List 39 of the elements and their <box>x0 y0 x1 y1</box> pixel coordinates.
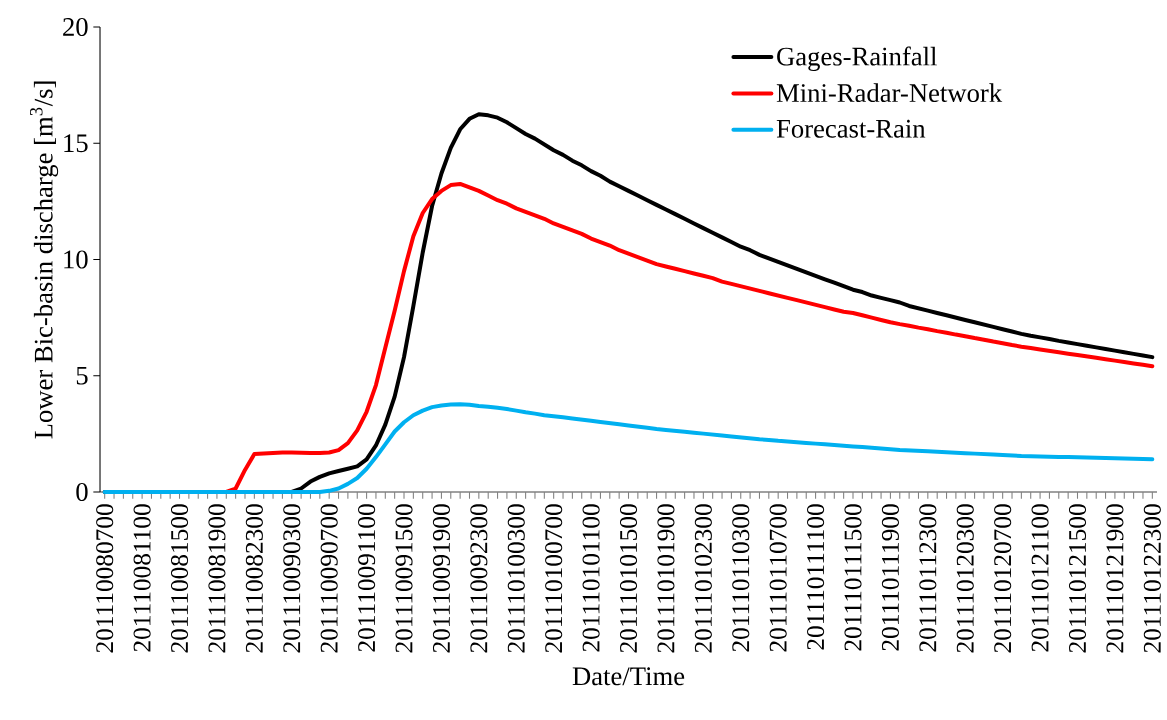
x-tick-label: 201110080700 <box>96 504 114 653</box>
x-tick-label: 201110081900 <box>208 504 226 653</box>
x-tick-label: 201110122300 <box>1143 504 1161 653</box>
x-tick-label: 201110091500 <box>395 504 413 653</box>
x-tick-label: 201110121900 <box>1106 504 1124 653</box>
legend-label: Gages-Rainfall <box>777 46 937 72</box>
x-tick-label: 201110111500 <box>844 504 862 651</box>
x-tick-label: 201110101500 <box>619 504 638 653</box>
legend-label: Forecast-Rain <box>776 119 926 138</box>
y-axis-title: Lower Bic-basin discharge [m$^{3}$/s] <box>30 81 59 439</box>
x-axis-title: Date/Time <box>572 667 685 686</box>
x-tick-label: 201110101100 <box>582 504 600 652</box>
legend-label: Mini-Radar-Network <box>776 83 1003 103</box>
x-tick-label: 201110110700 <box>769 504 787 652</box>
x-tick-label: 201110120300 <box>956 504 974 653</box>
x-tick-label: 201110081100 <box>133 504 151 652</box>
y-tick-label: 5 <box>76 366 88 385</box>
x-tick-label: 201110111900 <box>881 504 899 651</box>
x-tick-label: 201110120700 <box>994 504 1012 653</box>
x-tick-label: 201110082300 <box>245 504 263 653</box>
x-tick-label: 201110101900 <box>657 504 675 653</box>
x-tick-label: 201110091100 <box>358 504 376 652</box>
x-tick-label: 201110110300 <box>732 504 750 652</box>
x-tick-label: 201110121100 <box>1031 504 1049 652</box>
x-tick-label: 201110121500 <box>1068 504 1087 653</box>
x-tick-label: 201110100700 <box>545 504 563 653</box>
x-tick-label: 201110111100 <box>807 504 825 650</box>
y-tick-label: 10 <box>64 250 88 269</box>
y-tick-label: 15 <box>64 134 88 153</box>
x-tick-label: 201110112300 <box>919 504 937 652</box>
x-tick-label: 201110090300 <box>283 504 301 653</box>
x-tick-label: 201110081500 <box>170 504 189 653</box>
x-tick-label: 201110092300 <box>470 504 488 653</box>
x-tick-label: 201110102300 <box>694 504 712 653</box>
x-tick-label: 201110100300 <box>507 504 525 653</box>
x-tick-label: 201110091900 <box>432 504 450 653</box>
y-tick-label: 20 <box>63 17 88 36</box>
y-tick-label: 0 <box>76 482 88 501</box>
x-tick-label: 201110090700 <box>320 504 338 653</box>
